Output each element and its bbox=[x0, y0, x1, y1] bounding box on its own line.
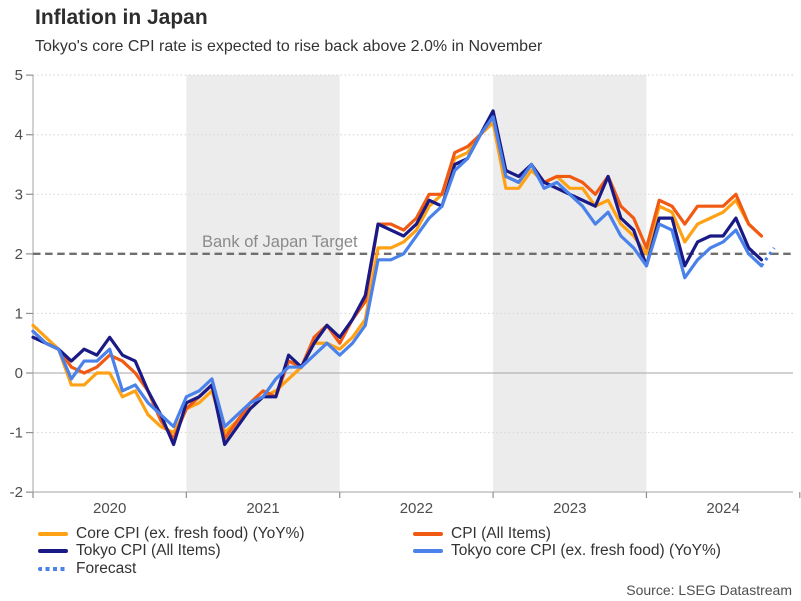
legend-swatch-core-cpi bbox=[38, 531, 68, 536]
legend-label-cpi-all-items: CPI (All Items) bbox=[451, 524, 551, 542]
chart-title: Inflation in Japan bbox=[35, 6, 208, 29]
legend-label-core-cpi: Core CPI (ex. fresh food) (YoY%) bbox=[76, 524, 305, 542]
x-tick-label-2020: 2020 bbox=[93, 500, 126, 517]
legend-swatch-forecast bbox=[38, 566, 68, 571]
series-line-3 bbox=[31, 115, 764, 429]
chart-subtitle: Tokyo's core CPI rate is expected to ris… bbox=[35, 38, 543, 55]
series-line-1 bbox=[31, 115, 764, 441]
y-tick-label--2: -2 bbox=[10, 484, 23, 501]
series-line-2 bbox=[31, 109, 764, 447]
year-band-2023 bbox=[493, 75, 647, 492]
y-tick-label-1: 1 bbox=[15, 305, 23, 322]
x-tick-label-2023: 2023 bbox=[553, 500, 586, 517]
y-tick-label-2: 2 bbox=[15, 246, 23, 263]
x-tick-label-2022: 2022 bbox=[400, 500, 433, 517]
legend-column-left: Core CPI (ex. fresh food) (YoY%) Tokyo C… bbox=[38, 525, 305, 578]
x-tick-label-2021: 2021 bbox=[246, 500, 279, 517]
boj-target-label: Bank of Japan Target bbox=[202, 233, 358, 251]
legend-label-tokyo-cpi: Tokyo CPI (All Items) bbox=[76, 542, 221, 560]
legend-swatch-tokyo-cpi bbox=[38, 549, 68, 554]
legend-label-tokyo-core-cpi: Tokyo core CPI (ex. fresh food) (YoY%) bbox=[451, 542, 721, 560]
source-credit: Source: LSEG Datastream bbox=[626, 582, 792, 598]
y-tick-label--1: -1 bbox=[10, 425, 23, 442]
forecast-line bbox=[760, 246, 776, 267]
y-tick-label-0: 0 bbox=[15, 365, 23, 382]
legend-swatch-cpi-all-items bbox=[413, 531, 443, 536]
x-tick-label-2024: 2024 bbox=[706, 500, 739, 517]
series-line-0 bbox=[31, 121, 764, 435]
y-tick-label-4: 4 bbox=[15, 127, 23, 144]
plot-layers: 5 4 3 2 1 0 -1 -2 2020 2021 2022 2023 2024 bbox=[10, 67, 801, 517]
y-tick-label-3: 3 bbox=[15, 186, 23, 203]
legend-column-right: CPI (All Items) Tokyo core CPI (ex. fres… bbox=[413, 525, 721, 560]
legend-item-tokyo-core-cpi: Tokyo core CPI (ex. fresh food) (YoY%) bbox=[413, 542, 721, 561]
year-band-2021 bbox=[186, 75, 340, 492]
y-tick-label-5: 5 bbox=[15, 67, 23, 84]
legend-item-cpi-all-items: CPI (All Items) bbox=[413, 525, 721, 543]
legend-item-core-cpi: Core CPI (ex. fresh food) (YoY%) bbox=[38, 525, 305, 543]
legend-swatch-tokyo-core-cpi bbox=[413, 549, 443, 554]
legend-label-forecast: Forecast bbox=[76, 559, 137, 577]
legend-item-tokyo-cpi: Tokyo CPI (All Items) bbox=[38, 542, 305, 561]
legend-item-forecast: Forecast bbox=[38, 560, 305, 578]
